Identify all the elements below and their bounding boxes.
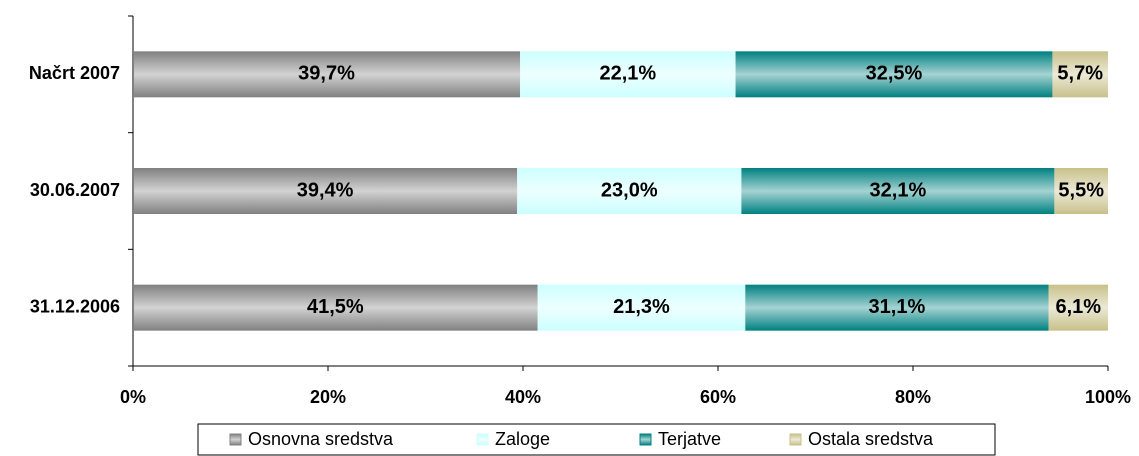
y-tick-label: 30.06.2007 (30, 180, 120, 200)
value-label: 6,1% (1055, 296, 1101, 318)
legend-swatch (639, 433, 652, 446)
legend-swatch (229, 433, 242, 446)
value-label: 39,4% (297, 179, 354, 201)
value-label: 41,5% (307, 296, 364, 318)
legend-label: Terjatve (658, 429, 721, 449)
legend-label: Osnovna sredstva (248, 429, 394, 449)
bar-segment (1048, 284, 1108, 331)
value-label: 39,7% (298, 63, 355, 85)
bar-segment (133, 284, 538, 331)
value-label: 32,5% (866, 63, 923, 85)
bar-segment (735, 51, 1053, 98)
value-label: 21,3% (613, 296, 670, 318)
value-label: 23,0% (601, 179, 658, 201)
x-tick-label: 100% (1085, 387, 1131, 407)
bar-segment (1052, 51, 1108, 98)
legend-swatch (476, 433, 489, 446)
value-label: 31,1% (869, 296, 926, 318)
y-tick-label: Načrt 2007 (29, 63, 120, 83)
legend-label: Ostala sredstva (808, 429, 934, 449)
value-label: 32,1% (870, 179, 927, 201)
legend-label: Zaloge (495, 429, 550, 449)
bar-segment (517, 168, 742, 214)
bar-segment (741, 168, 1055, 214)
bar-segment (133, 51, 521, 98)
bar-segment (537, 284, 746, 331)
value-label: 5,5% (1058, 179, 1104, 201)
legend-box (197, 423, 996, 456)
x-tick-label: 40% (505, 387, 541, 407)
x-tick-label: 60% (700, 387, 736, 407)
bar-segment (520, 51, 736, 98)
bar-segment (133, 168, 518, 214)
bar-segment (1054, 168, 1108, 214)
legend-swatch (789, 433, 802, 446)
value-label: 5,7% (1057, 63, 1103, 85)
y-tick-label: 31.12.2006 (30, 296, 120, 316)
x-tick-label: 0% (120, 387, 146, 407)
value-label: 22,1% (599, 63, 656, 85)
bar-segment (745, 284, 1049, 331)
x-tick-label: 80% (895, 387, 931, 407)
x-tick-label: 20% (310, 387, 346, 407)
